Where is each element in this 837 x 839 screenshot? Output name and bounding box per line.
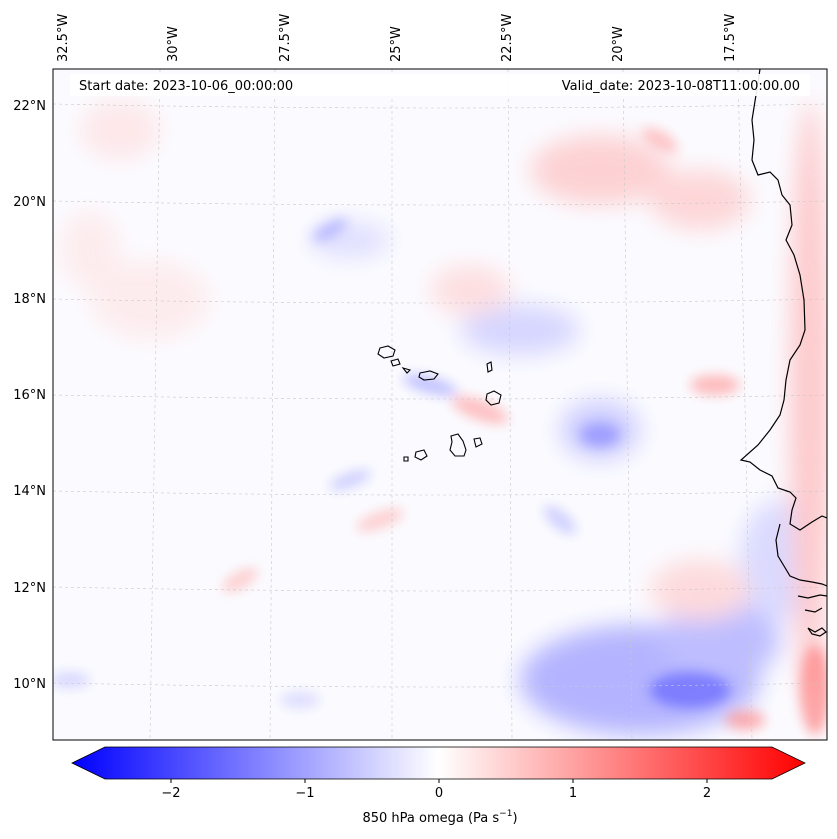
lat-label: 22°N bbox=[13, 99, 46, 114]
lon-label: 30°W bbox=[166, 26, 181, 62]
omega-field bbox=[53, 100, 827, 735]
start-date-text: Start date: 2023-10-06_00:00:00 bbox=[79, 79, 293, 94]
lon-label: 20°W bbox=[611, 26, 626, 62]
lat-label: 18°N bbox=[13, 292, 46, 307]
colorbar-tick-label: 2 bbox=[703, 786, 711, 801]
colorbar-tick-label: 1 bbox=[569, 786, 577, 801]
lat-label: 10°N bbox=[13, 677, 46, 692]
lat-label: 14°N bbox=[13, 484, 46, 499]
longitude-labels: 32.5°W 30°W 27.5°W 25°W 22.5°W 20°W 17.5… bbox=[56, 14, 738, 62]
lon-label: 17.5°W bbox=[723, 14, 738, 62]
map-border bbox=[52, 68, 828, 741]
lat-label: 20°N bbox=[13, 195, 46, 210]
colorbar-tick-label: 0 bbox=[435, 786, 443, 801]
gridlines bbox=[53, 69, 827, 740]
colorbar-tick-label: −1 bbox=[295, 786, 314, 801]
lat-label: 16°N bbox=[13, 388, 46, 403]
lon-label: 27.5°W bbox=[278, 14, 293, 62]
latitude-labels: 22°N 20°N 18°N 16°N 14°N 12°N 10°N bbox=[13, 99, 46, 692]
header-band bbox=[70, 74, 810, 96]
lon-label: 22.5°W bbox=[500, 14, 515, 62]
colorbar: −2 −1 0 1 2 850 hPa omega (Pa s−1) bbox=[71, 746, 806, 826]
lat-label: 12°N bbox=[13, 581, 46, 596]
colorbar-label-close: ) bbox=[512, 811, 517, 826]
colorbar-label-main: 850 hPa omega (Pa s bbox=[362, 811, 499, 826]
colorbar-tick-label: −2 bbox=[161, 786, 180, 801]
colorbar-bar bbox=[71, 746, 806, 780]
cape-verde-islands bbox=[377, 345, 502, 462]
lon-label: 25°W bbox=[389, 26, 404, 62]
colorbar-label: 850 hPa omega (Pa s−1) bbox=[362, 809, 517, 826]
valid-date-text: Valid_date: 2023-10-08T11:00:00.00 bbox=[562, 79, 800, 94]
colorbar-label-superscript: −1 bbox=[499, 809, 512, 819]
lon-label: 32.5°W bbox=[56, 14, 71, 62]
coastline bbox=[739, 69, 827, 637]
